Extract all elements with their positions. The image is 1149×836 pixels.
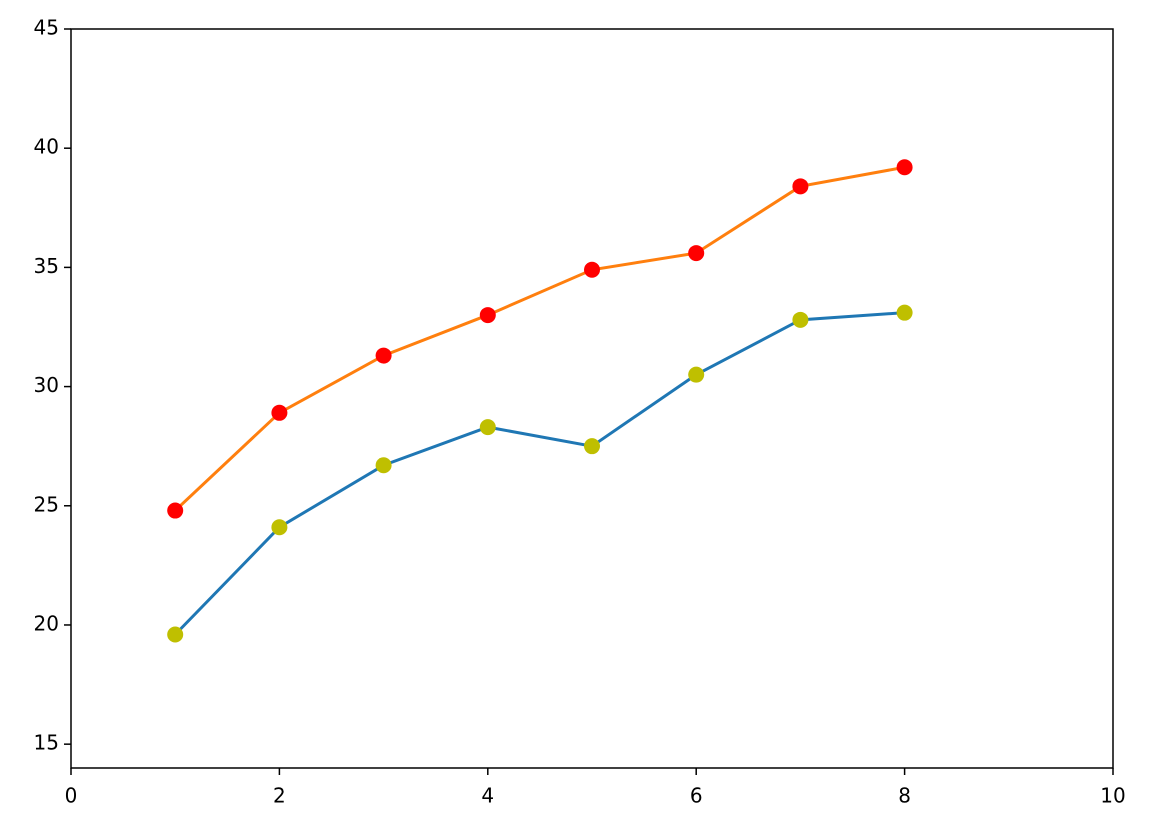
data-point [688, 366, 705, 383]
data-point [792, 311, 809, 328]
y-tick-label: 15 [34, 731, 59, 755]
series-line [174, 311, 905, 636]
data-point [271, 519, 288, 536]
x-tick-label: 8 [898, 784, 911, 808]
data-point [584, 261, 600, 278]
data-point [896, 159, 913, 176]
y-tick-label: 20 [34, 611, 59, 635]
data-point [167, 502, 184, 519]
y-tick-label: 40 [34, 135, 59, 159]
data-point [584, 438, 600, 455]
y-tick-label: 35 [34, 254, 59, 278]
data-point [271, 404, 288, 421]
x-tick-label: 10 [1100, 784, 1125, 808]
data-point [167, 626, 184, 643]
x-tick-label: 2 [273, 784, 286, 808]
data-point [375, 457, 392, 474]
data-point [792, 178, 809, 195]
y-tick-label: 45 [34, 16, 59, 40]
y-tick-label: 30 [34, 373, 59, 397]
y-tick-label: 25 [34, 492, 59, 516]
data-point [688, 245, 705, 262]
data-point [479, 419, 496, 436]
data-point [896, 304, 913, 321]
data-point [375, 347, 392, 364]
x-tick-label: 4 [481, 784, 494, 808]
plot-frame [70, 28, 1114, 769]
series-line [174, 165, 905, 512]
data-point [479, 307, 496, 324]
x-tick-label: 0 [65, 784, 78, 808]
x-tick-label: 6 [690, 784, 703, 808]
